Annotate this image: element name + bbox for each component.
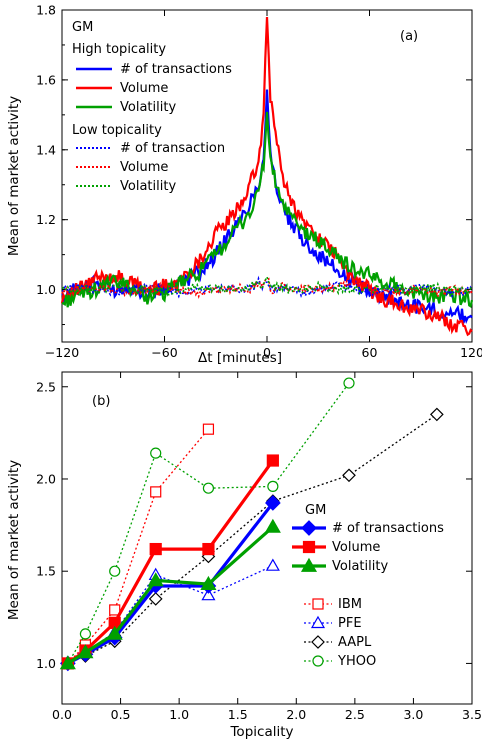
panel-b: 0.0 0.5 1.0 1.5 2.0 2.5 3.0 3.5 1.0 1.5 2.0 2.5 (b)… (6, 371, 482, 740)
panel-b-point-aapl (430, 407, 444, 422)
panel-b-frame (61, 371, 473, 705)
panel-a-legend-stock: GM (72, 20, 93, 35)
panel-b-point-volatility (59, 655, 76, 670)
panel-b-legend-entry: Volatility (332, 559, 388, 574)
panel-a-legend-entry: # of transaction (120, 141, 225, 156)
panel-a-label: (a) (400, 29, 418, 44)
panel-b-legend-marker (311, 635, 325, 649)
panel-b-point-volume (266, 454, 279, 467)
panel-b-x-tick-label: 3.0 (403, 707, 423, 722)
panel-b-point-num-of-transactions (265, 495, 281, 511)
panel-b-point-yhoo (202, 482, 215, 494)
panel-a-x-tick-label: −120 (45, 345, 79, 360)
panel-a-series-high-volatility (61, 111, 474, 308)
panel-b-point-volatility (264, 518, 281, 533)
panel-b-point-pfe (201, 587, 216, 601)
panel-b-y-tick-label: 2.0 (36, 471, 56, 486)
panel-b-legend-marker (310, 615, 326, 629)
panel-a-legend-entry: Volatility (120, 179, 176, 194)
panel-a-x-tick-label: 0 (263, 345, 271, 360)
panel-b-line-ibm (67, 428, 209, 664)
panel-b-y-tick-label: 2.5 (36, 379, 56, 394)
panel-b-x-tick-label: 1.5 (228, 707, 248, 722)
panel-b-point-aapl (148, 592, 163, 606)
panel-a-x-axis-label: Δt [minutes] (198, 350, 282, 366)
panel-b-point-yhoo (109, 565, 121, 577)
panel-b-point-volatility (106, 625, 123, 640)
panel-a-x-tick-label: 60 (362, 345, 378, 360)
panel-b-point-aapl (342, 468, 356, 483)
panel-a-y-tick-label: 1.2 (36, 212, 56, 227)
panel-b-point-ibm (109, 604, 121, 616)
panel-b-legend-marker (302, 540, 316, 554)
panel-a-legend-entry: Volatility (120, 100, 176, 115)
panel-a-legend-entry: # of transactions (120, 62, 232, 77)
panel-b-point-ibm (202, 423, 215, 435)
panel-b-point-yhoo (267, 480, 279, 492)
panel-a: −120 −60 0 60 120 1.0 1.2 1.4 1.6 1.8 (a) Δt [min… (6, 3, 482, 367)
panel-b-line-volatility (67, 525, 274, 665)
panel-a-legend-group-high: High topicality (72, 42, 166, 57)
panel-b-point-volatility (147, 572, 164, 587)
panel-b-line-pfe (67, 565, 274, 664)
panel-b-legend-entry: Volume (332, 540, 380, 555)
panel-b-point-yhoo (79, 628, 92, 640)
panel-b-legend: GM # of transactions Volume Volatility IBM P… (292, 503, 444, 669)
panel-a-legend-group-low: Low topicality (72, 123, 162, 138)
panel-b-legend-entry: PFE (338, 616, 362, 631)
panel-b-point-yhoo (150, 447, 162, 459)
panel-b-y-tick-label: 1.0 (36, 656, 56, 671)
panel-b-x-axis-label: Topicality (229, 724, 293, 740)
panel-b-x-tick-label: 2.0 (286, 707, 306, 722)
panel-a-x-tick-label: −60 (151, 345, 177, 360)
panel-a-legend-entry: Volume (120, 81, 168, 96)
panel-b-point-volume (149, 542, 162, 556)
panel-b-y-axis-label: Mean of market activity (6, 460, 22, 620)
panel-b-point-volatility (77, 644, 94, 659)
panel-b-legend-entry: IBM (338, 597, 362, 612)
panel-a-x-tick-label: 120 (460, 345, 482, 360)
panel-b-x-tick-label: 0.0 (52, 707, 72, 722)
panel-b-point-ibm (150, 486, 162, 498)
panel-a-legend: GM High topicality Low topicality # of t… (72, 20, 232, 194)
panel-b-legend-entry: AAPL (338, 635, 372, 650)
panel-a-y-tick-label: 1.0 (36, 282, 56, 297)
panel-b-x-tick-label: 1.0 (169, 707, 189, 722)
panel-b-legend-marker (300, 557, 318, 572)
panel-b-line-volume (66, 459, 275, 665)
panel-a-y-tick-label: 1.4 (36, 142, 56, 157)
panel-b-legend-entry: # of transactions (332, 521, 444, 536)
panel-a-series-low-num-of-transaction (61, 275, 473, 300)
panel-b-point-volume (202, 542, 215, 556)
panel-b-label: (b) (92, 394, 110, 409)
panel-b-x-tick-label: 0.5 (111, 707, 131, 722)
panel-b-x-tick-label: 3.5 (462, 707, 482, 722)
panel-a-y-tick-label: 1.8 (36, 3, 56, 18)
panel-b-point-pfe (265, 558, 280, 571)
panel-b-legend-entry: YHOO (337, 654, 376, 669)
panel-b-legend-marker (301, 520, 317, 536)
panel-a-series-high-volume (60, 16, 473, 337)
panel-a-legend-entry: Volume (120, 160, 168, 175)
panel-a-y-axis-label: Mean of market activity (6, 96, 22, 256)
panel-b-point-volatility (200, 575, 217, 590)
panel-a-y-tick-label: 1.6 (36, 72, 56, 87)
panel-b-legend-stock: GM (305, 503, 326, 518)
panel-b-legend-marker (312, 598, 324, 610)
panel-b-point-yhoo (343, 377, 355, 389)
panel-b-legend-marker (312, 655, 324, 667)
panel-b-series-volatility (59, 518, 281, 670)
panel-b-x-tick-label: 2.5 (345, 707, 365, 722)
panel-b-y-tick-label: 1.5 (36, 564, 56, 579)
